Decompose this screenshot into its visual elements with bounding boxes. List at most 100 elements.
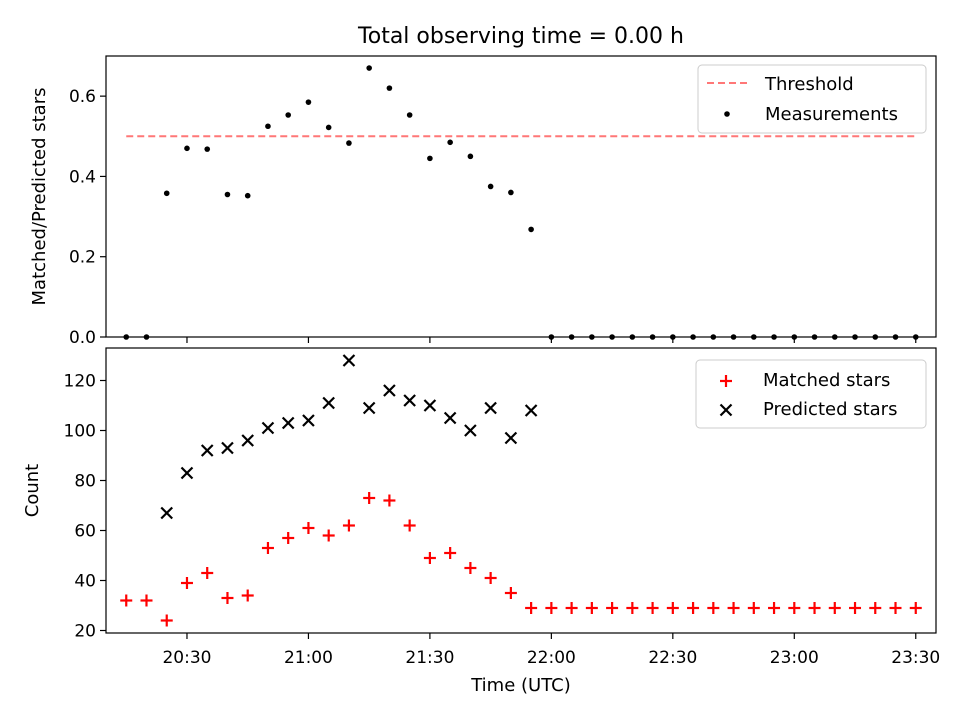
matched-stars-point <box>586 602 598 614</box>
chart-title: Total observing time = 0.00 h <box>357 24 684 49</box>
predicted-stars-point <box>303 415 314 426</box>
legend-label-matched: Matched stars <box>763 370 890 391</box>
measurement-point <box>245 193 251 199</box>
x-tick-label: 22:30 <box>648 648 697 668</box>
legend-top: Threshold Measurements <box>698 65 926 133</box>
matched-stars-point <box>910 602 922 614</box>
matched-stars-point <box>282 532 294 544</box>
measurement-point <box>265 123 271 129</box>
y-tick-label-top: 0.0 <box>69 328 96 348</box>
matched-stars-point <box>505 587 517 599</box>
matched-stars-point <box>707 602 719 614</box>
x-tick-label: 23:00 <box>770 648 819 668</box>
matched-stars-point <box>728 602 740 614</box>
chart-figure: Total observing time = 0.00 h Matched/Pre… <box>0 0 960 720</box>
predicted-stars-point <box>283 418 294 429</box>
measurement-point <box>427 156 433 162</box>
matched-stars-point <box>687 602 699 614</box>
measurement-point <box>447 140 453 146</box>
predicted-stars-point <box>222 443 233 454</box>
y-tick-label-bottom: 100 <box>64 422 96 442</box>
matched-stars-point <box>140 595 152 607</box>
x-tick-label: 20:30 <box>162 648 211 668</box>
matched-stars-point <box>748 602 760 614</box>
matched-stars-point <box>262 542 274 554</box>
matched-stars-point <box>849 602 861 614</box>
matched-stars-point <box>161 615 173 627</box>
y-tick-label-bottom: 20 <box>74 622 96 642</box>
matched-stars-point <box>343 520 355 532</box>
matched-stars-point <box>606 602 618 614</box>
matched-stars-point <box>444 547 456 559</box>
matched-stars-point <box>647 602 659 614</box>
matched-stars-point <box>525 602 537 614</box>
matched-stars-point <box>404 520 416 532</box>
matched-stars-point <box>667 602 679 614</box>
matched-stars-point <box>788 602 800 614</box>
x-tick-label: 22:00 <box>527 648 576 668</box>
matched-stars-point <box>120 595 132 607</box>
measurement-point <box>326 125 332 131</box>
measurement-point <box>468 154 474 160</box>
predicted-stars-point <box>262 423 273 434</box>
measurement-point <box>164 190 170 196</box>
y-axis-label-top: Matched/Predicted stars <box>29 88 50 306</box>
measurement-point <box>184 146 190 152</box>
matched-stars-point <box>545 602 557 614</box>
matched-stars-point <box>829 602 841 614</box>
y-tick-label-top: 0.4 <box>69 167 96 187</box>
measurement-point <box>387 85 393 91</box>
measurement-point <box>407 112 413 118</box>
predicted-stars-point <box>323 398 334 409</box>
matched-stars-point <box>768 602 780 614</box>
predicted-stars-point <box>526 405 537 416</box>
matched-stars-point <box>363 492 375 504</box>
top-panel: Total observing time = 0.00 h Matched/Pre… <box>29 24 936 348</box>
y-tick-label-bottom: 40 <box>74 572 96 592</box>
y-tick-label-bottom: 120 <box>64 372 96 392</box>
x-tick-label: 23:30 <box>891 648 940 668</box>
predicted-stars-point <box>465 425 476 436</box>
matched-stars-point <box>890 602 902 614</box>
legend-label-threshold: Threshold <box>764 74 854 95</box>
predicted-stars-point <box>505 433 516 444</box>
y-axis-label-bottom: Count <box>22 464 43 517</box>
matched-stars-point <box>566 602 578 614</box>
y-tick-label-top: 0.2 <box>69 248 96 268</box>
predicted-stars-point <box>384 385 395 396</box>
predicted-stars-point <box>485 403 496 414</box>
measurement-point <box>306 99 312 105</box>
predicted-stars-point <box>181 468 192 479</box>
matched-stars-point <box>181 577 193 589</box>
predicted-stars-point <box>343 355 354 366</box>
measurement-point <box>225 192 231 198</box>
legend-label-predicted: Predicted stars <box>763 399 897 420</box>
matched-stars-point <box>221 592 233 604</box>
measurement-point <box>285 112 291 118</box>
matched-stars-point <box>869 602 881 614</box>
measurement-point <box>204 146 210 152</box>
matched-stars-point <box>383 495 395 507</box>
y-tick-label-top: 0.6 <box>69 87 96 107</box>
matched-stars-point <box>626 602 638 614</box>
measurement-point <box>488 184 494 190</box>
matched-stars-point <box>464 562 476 574</box>
measurement-point <box>366 65 372 71</box>
predicted-stars-point <box>445 413 456 424</box>
y-tick-label-bottom: 60 <box>74 522 96 542</box>
matched-stars-point <box>485 572 497 584</box>
measurement-point <box>346 140 352 146</box>
measurement-point <box>528 227 534 233</box>
matched-stars-point <box>242 590 254 602</box>
matched-stars-point <box>809 602 821 614</box>
predicted-stars-point <box>242 435 253 446</box>
predicted-stars-point <box>202 445 213 456</box>
predicted-stars-point <box>161 508 172 519</box>
measurement-point <box>508 190 514 196</box>
x-axis-label: Time (UTC) <box>470 675 571 696</box>
bottom-panel: CountTime (UTC)2040608010012020:30 21:00 2… <box>22 348 940 696</box>
matched-stars-point <box>424 552 436 564</box>
predicted-stars-point <box>424 400 435 411</box>
matched-stars-point <box>323 530 335 542</box>
y-tick-label-bottom: 80 <box>74 472 96 492</box>
